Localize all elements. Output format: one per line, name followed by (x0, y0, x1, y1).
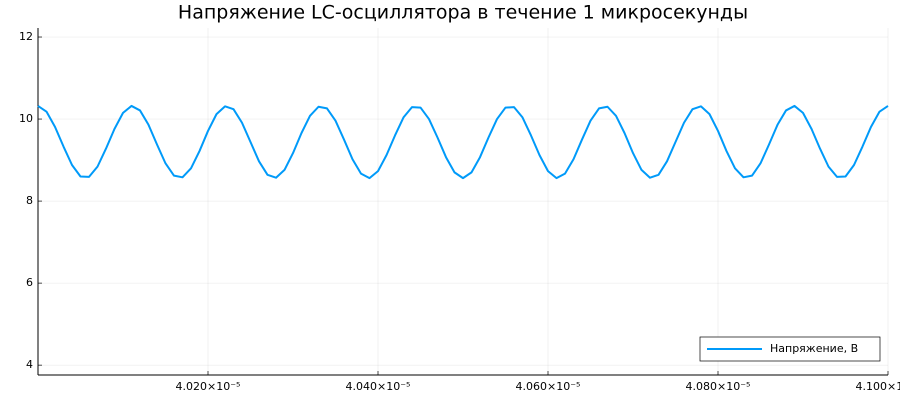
y-tick-label: 12 (19, 30, 33, 43)
data-line (37, 104, 889, 180)
x-tick-label: 4.040×10⁻⁵ (346, 380, 411, 393)
legend-label: Напряжение, В (770, 342, 858, 355)
x-tick-label: 4.020×10⁻⁵ (176, 380, 241, 393)
y-tick-label: 4 (26, 358, 33, 371)
x-tick-label: 4.060×10⁻⁵ (516, 380, 581, 393)
chart-title: Напряжение LC-осциллятора в течение 1 ми… (178, 2, 748, 24)
y-tick-label: 8 (26, 194, 33, 207)
y-tick-label: 10 (19, 112, 33, 125)
x-tick-label: 4.080×10⁻⁵ (686, 380, 751, 393)
y-tick-label: 6 (26, 276, 33, 289)
x-tick-label: 4.100×10⁻⁵ (856, 380, 900, 393)
legend: Напряжение, В (699, 336, 881, 362)
